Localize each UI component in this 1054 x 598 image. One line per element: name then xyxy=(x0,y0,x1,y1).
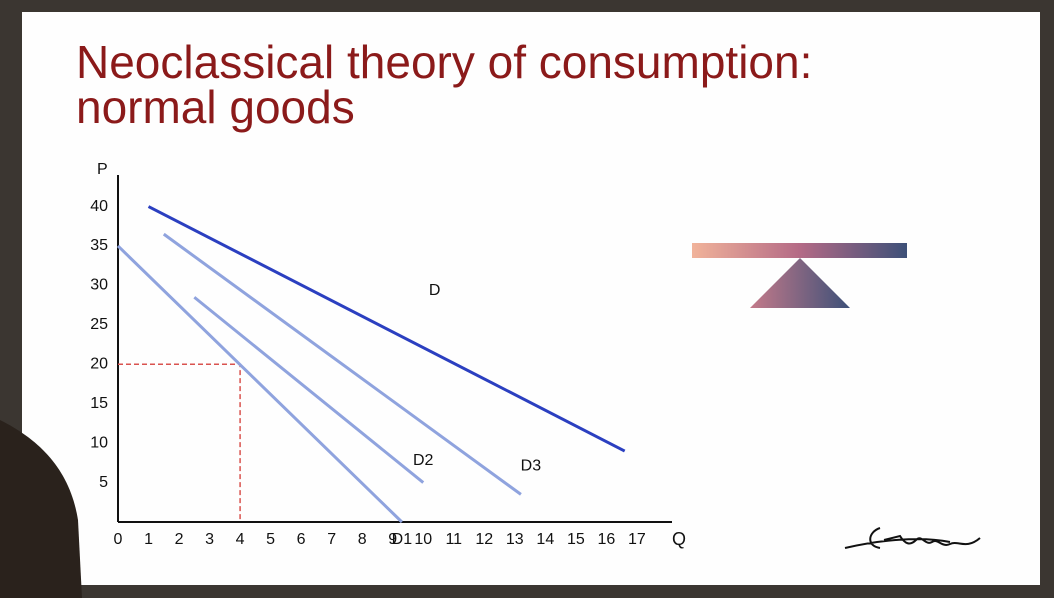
y-tick-label: 40 xyxy=(90,198,108,215)
x-tick-label: 0 xyxy=(114,531,123,548)
y-tick-label: 30 xyxy=(90,277,108,294)
demand-line xyxy=(147,205,626,453)
series-label: D3 xyxy=(521,458,542,475)
y-tick-label: 5 xyxy=(99,474,108,491)
y-tick-label: 20 xyxy=(90,355,108,372)
demand-line xyxy=(162,232,522,496)
x-tick-label: 4 xyxy=(236,531,245,548)
slide xyxy=(22,12,1040,585)
y-tick-label: 25 xyxy=(90,316,108,333)
x-tick-label: 13 xyxy=(506,531,524,548)
series-label: D xyxy=(429,282,441,299)
x-tick-label: 5 xyxy=(266,531,275,548)
x-tick-label: 2 xyxy=(175,531,184,548)
x-tick-label: 8 xyxy=(358,531,367,548)
demand-line xyxy=(116,244,403,524)
x-tick-label: 17 xyxy=(628,531,646,548)
series-label: D1 xyxy=(392,531,413,548)
series-label: D2 xyxy=(413,452,434,469)
x-tick-label: 16 xyxy=(597,531,615,548)
title-line: normal goods xyxy=(76,81,355,133)
seesaw-base xyxy=(750,258,850,308)
y-tick-label: 10 xyxy=(90,434,108,451)
x-tick-label: 15 xyxy=(567,531,585,548)
title-line: Neoclassical theory of consumption: xyxy=(76,36,812,88)
x-tick-label: 6 xyxy=(297,531,306,548)
y-tick-label: 35 xyxy=(90,237,108,254)
y-axis-label: P xyxy=(97,161,108,178)
x-tick-label: 12 xyxy=(475,531,493,548)
y-tick-label: 15 xyxy=(90,395,108,412)
x-tick-label: 14 xyxy=(536,531,554,548)
x-tick-label: 3 xyxy=(205,531,214,548)
x-tick-label: 11 xyxy=(445,531,462,548)
x-tick-label: 9 xyxy=(388,531,397,548)
x-tick-label: 10 xyxy=(414,531,432,548)
x-tick-label: 7 xyxy=(327,531,336,548)
presenter-hair xyxy=(0,420,82,598)
x-axis-label: Q xyxy=(672,529,686,549)
x-tick-label: 1 xyxy=(144,531,153,548)
seesaw-beam xyxy=(692,243,907,258)
logo xyxy=(844,527,981,549)
demand-line xyxy=(193,296,425,484)
